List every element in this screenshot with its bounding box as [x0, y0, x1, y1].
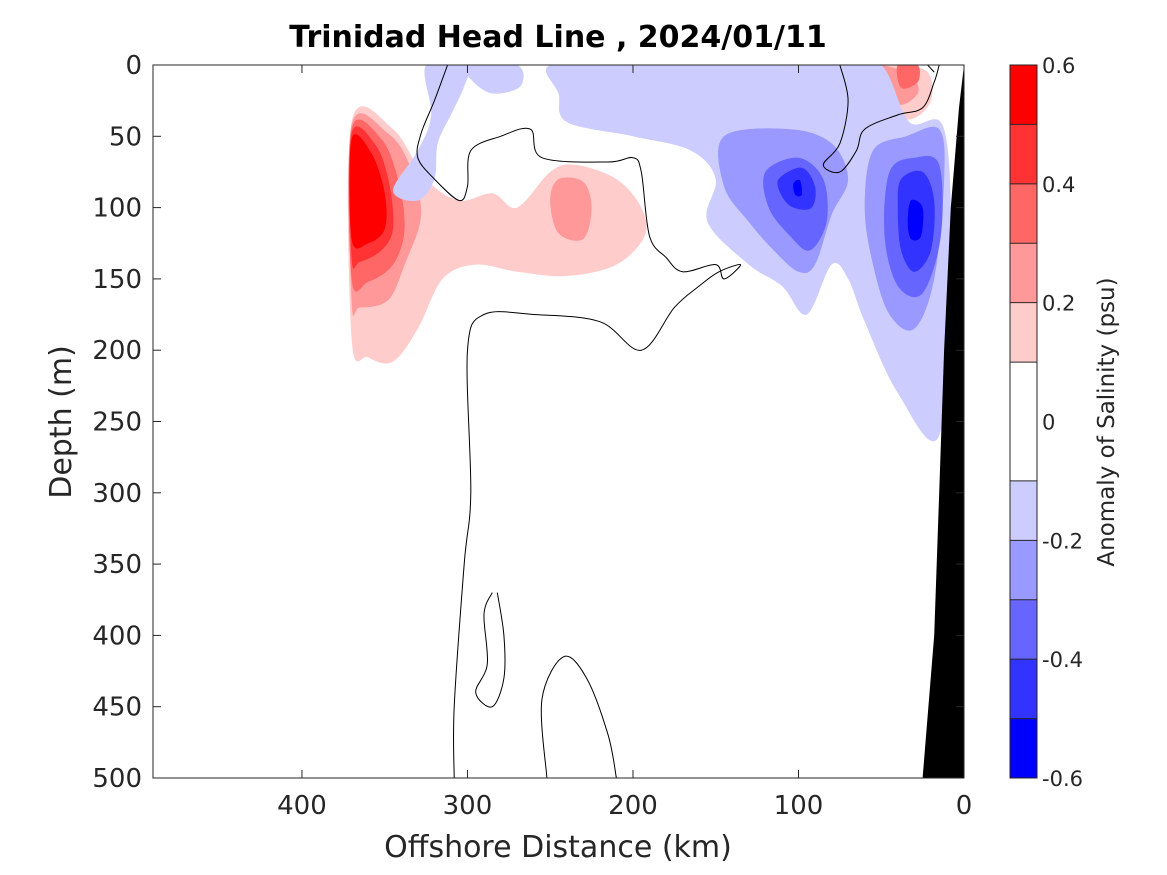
colorbar: 0.6 0.4 0.2 0 -0.2 -0.4 -0.6 [1009, 54, 1083, 791]
colorbar-swatch [1010, 243, 1037, 303]
colorbar-swatch [1010, 124, 1037, 184]
y-tick-label: 200 [92, 336, 142, 366]
colorbar-swatch [1010, 718, 1037, 778]
colorbar-swatch [1010, 65, 1037, 125]
zero-contour-line [416, 65, 742, 778]
colorbar-swatch [1010, 599, 1037, 660]
y-tick-label: 0 [125, 51, 142, 81]
colorbar-tick-label: -0.2 [1042, 529, 1083, 553]
seafloor-mask [922, 65, 964, 778]
anomaly-region-nearshore-salty-patch [896, 65, 920, 89]
anomaly-region-nearshore-fresh-band [545, 65, 952, 442]
anomaly-region-mid-salty-patch [550, 177, 592, 241]
chart-title: Trinidad Head Line , 2024/01/11 [289, 20, 826, 55]
x-tick-label: 400 [277, 791, 327, 821]
anomaly-region-near-top-fresh-patch [464, 65, 524, 94]
y-tick-label: 300 [92, 479, 142, 509]
x-tick-label: 100 [774, 791, 824, 821]
contour-fills [347, 65, 952, 442]
axis-ticks: 400 300 200 100 0 0 50 100 150 200 250 300 350 400 450… [92, 51, 972, 821]
zero-contour-lines [416, 65, 940, 778]
anomaly-region-offshore-fresh-patch [393, 65, 471, 201]
x-axis-label: Offshore Distance (km) [384, 830, 732, 865]
y-axis-label: Depth (m) [44, 345, 79, 499]
y-tick-label: 100 [92, 194, 142, 224]
colorbar-tick-label: 0 [1042, 411, 1055, 435]
x-tick-label: 0 [956, 791, 973, 821]
y-tick-label: 500 [92, 764, 142, 794]
zero-contour-line [822, 65, 940, 173]
colorbar-tick-label: 0.2 [1042, 292, 1075, 316]
colorbar-swatch [1010, 659, 1037, 719]
zero-contour-line [475, 592, 506, 708]
plot-frame [152, 64, 965, 779]
seafloor-shape [922, 65, 964, 778]
x-tick-label: 200 [608, 791, 658, 821]
colorbar-swatch [1010, 480, 1037, 541]
colorbar-frame [1009, 64, 1038, 779]
x-tick-label: 300 [443, 791, 493, 821]
colorbar-swatch [1010, 183, 1037, 244]
y-tick-label: 50 [109, 122, 142, 152]
colorbar-swatch [1010, 540, 1037, 600]
zero-contour-line [927, 65, 935, 73]
zero-contour-line [540, 655, 617, 778]
colorbar-tick-label: -0.6 [1042, 767, 1083, 791]
colorbar-label: Anomaly of Salinity (psu) [1094, 277, 1120, 566]
y-tick-label: 450 [92, 693, 142, 723]
colorbar-tick-label: -0.4 [1042, 648, 1083, 672]
y-tick-label: 400 [92, 621, 142, 651]
colorbar-tick-label: 0.4 [1042, 173, 1075, 197]
y-tick-label: 250 [92, 408, 142, 438]
anomaly-region-offshore-salty-core [347, 106, 647, 364]
anomaly-region-coastal-fresh-core [907, 199, 924, 241]
colorbar-swatch [1010, 362, 1037, 481]
anomaly-region-offshore-salty-core [349, 134, 387, 249]
colorbar-tick-label: 0.6 [1042, 54, 1075, 78]
colorbar-swatch [1010, 302, 1037, 363]
anomaly-region-nearshore-fresh-core [793, 179, 803, 197]
y-tick-label: 350 [92, 550, 142, 580]
y-tick-label: 150 [92, 265, 142, 295]
